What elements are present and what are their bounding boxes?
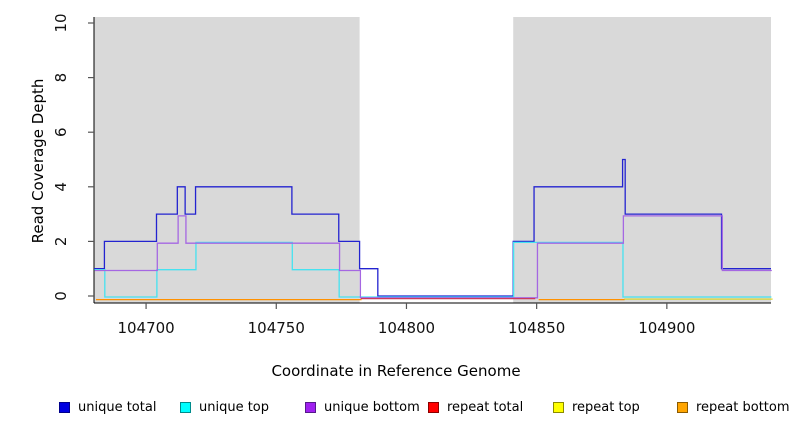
legend-label: unique bottom [324, 399, 420, 415]
x-tick-label: 104750 [248, 319, 305, 337]
legend-swatch [180, 401, 191, 413]
legend-swatch [677, 401, 688, 413]
legend-swatch [305, 401, 316, 413]
legend-label: repeat bottom [696, 399, 790, 415]
series-unique-bottom [94, 215, 772, 299]
series-unique-total [94, 158, 771, 297]
legend-label: repeat total [447, 399, 524, 415]
y-tick-label: 2 [52, 237, 70, 247]
legend-label: repeat top [572, 399, 640, 415]
legend-item-unique-top: unique top [180, 398, 269, 416]
masked-region-band [94, 17, 360, 303]
legend-swatch [553, 401, 564, 413]
y-tick-label: 6 [52, 127, 70, 137]
y-tick-label: 10 [52, 13, 70, 32]
legend-item-unique-bottom: unique bottom [305, 398, 420, 416]
x-tick-label: 104900 [638, 319, 695, 337]
x-axis-label: Coordinate in Reference Genome [271, 362, 521, 380]
y-tick-label: 8 [52, 73, 70, 83]
legend-swatch [59, 401, 70, 413]
legend: unique total unique top unique bottom repea… [0, 398, 792, 418]
legend-item-repeat-top: repeat top [553, 398, 640, 416]
y-axis-label: Read Coverage Depth [29, 78, 47, 244]
legend-item-repeat-total: repeat total [428, 398, 523, 416]
legend-label: unique top [199, 399, 270, 415]
x-tick-label: 104700 [117, 319, 174, 337]
legend-label: unique total [78, 399, 157, 415]
x-tick-label: 104800 [378, 319, 435, 337]
y-tick-label: 4 [52, 182, 70, 192]
x-tick-label: 104850 [508, 319, 565, 337]
series-unique-top [94, 241, 772, 298]
masked-region-band [513, 17, 771, 303]
legend-item-unique-total: unique total [59, 398, 156, 416]
legend-swatch [428, 401, 439, 413]
legend-item-repeat-bottom: repeat bottom [677, 398, 790, 416]
y-tick-label: 0 [52, 291, 70, 301]
